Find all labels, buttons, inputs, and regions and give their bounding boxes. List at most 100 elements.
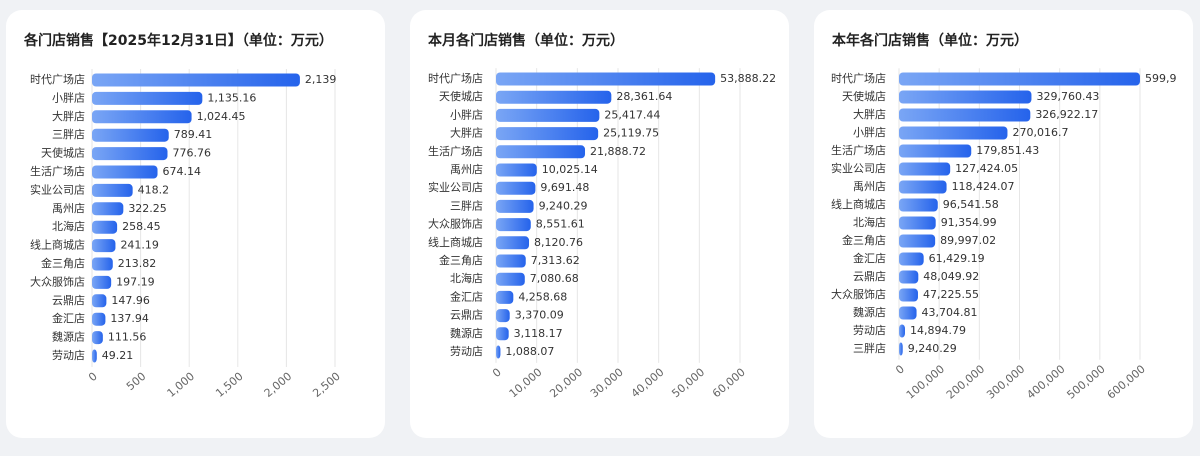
value-label: 258.45: [122, 220, 161, 233]
value-label: 47,225.55: [923, 288, 979, 301]
category-label: 魏源店: [450, 326, 483, 340]
bar: [496, 345, 501, 359]
category-label: 金三角店: [41, 256, 85, 270]
bar: [92, 183, 133, 197]
category-label: 魏源店: [853, 305, 886, 319]
category-label: 生活广场店: [831, 143, 886, 157]
category-label: 劳动店: [450, 344, 483, 358]
value-label: 418.2: [138, 183, 170, 196]
bar: [496, 272, 525, 286]
value-label: 147.96: [111, 294, 150, 307]
value-label: 3,370.09: [515, 309, 564, 322]
value-label: 8,120.76: [534, 236, 583, 249]
category-label: 生活广场店: [30, 164, 85, 178]
value-label: 1,088.07: [505, 345, 554, 358]
bar: [496, 127, 599, 141]
category-label: 天使城店: [41, 146, 85, 160]
category-label: 北海店: [853, 215, 886, 229]
bar: [899, 324, 905, 338]
bar: [92, 239, 116, 253]
category-label: 线上商城店: [30, 238, 85, 252]
bar: [899, 108, 1031, 122]
bar: [899, 180, 947, 194]
category-label: 禹州店: [450, 162, 483, 176]
value-label: 111.56: [108, 331, 146, 344]
bar: [92, 331, 103, 345]
category-label: 金汇店: [450, 289, 483, 303]
bar: [899, 144, 972, 158]
value-label: 28,361.64: [616, 90, 672, 103]
bar: [899, 72, 1140, 86]
value-label: 674.14: [163, 165, 202, 178]
category-label: 北海店: [52, 219, 85, 233]
bar: [496, 290, 514, 304]
bar: [899, 234, 936, 248]
value-label: 1,135.16: [207, 91, 256, 104]
value-label: 10,025.14: [542, 163, 598, 176]
category-label: 天使城店: [842, 89, 886, 103]
value-label: 53,888.22: [720, 72, 776, 85]
category-label: 实业公司店: [428, 180, 483, 194]
value-label: 25,119.75: [603, 127, 659, 140]
bar: [92, 349, 97, 363]
bar: [92, 147, 168, 161]
value-label: 329,760.43: [1036, 90, 1099, 103]
category-label: 生活广场店: [428, 144, 483, 158]
value-label: 7,080.68: [530, 272, 579, 285]
value-label: 14,894.79: [910, 324, 966, 337]
bar: [496, 181, 536, 195]
category-label: 金三角店: [842, 233, 886, 247]
value-label: 127,424.05: [955, 162, 1018, 175]
category-label: 大众服饰店: [428, 217, 483, 231]
value-label: 89,997.02: [940, 234, 996, 247]
chart-title: 本月各门店销售（单位：万元）: [428, 32, 624, 49]
category-label: 大胖店: [853, 107, 886, 121]
category-label: 实业公司店: [831, 161, 886, 175]
value-label: 25,417.44: [604, 108, 660, 121]
value-label: 9,240.29: [908, 342, 957, 355]
bar: [899, 90, 1032, 104]
value-label: 326,922.17: [1035, 108, 1098, 121]
category-label: 时代广场店: [428, 71, 483, 85]
value-label: 48,049.92: [923, 270, 979, 283]
bar: [92, 312, 106, 326]
value-label: 270,016.7: [1012, 126, 1068, 139]
bar: [496, 163, 537, 177]
category-label: 云鼎店: [450, 308, 483, 322]
chart-title: 本年各门店销售（单位：万元）: [832, 32, 1028, 49]
value-label: 21,888.72: [590, 145, 646, 158]
value-label: 49.21: [102, 349, 133, 362]
category-label: 三胖店: [52, 127, 85, 141]
category-label: 线上商城店: [831, 197, 886, 211]
category-label: 三胖店: [450, 198, 483, 212]
bar: [899, 288, 918, 302]
category-label: 魏源店: [52, 330, 85, 344]
bar: [496, 218, 531, 232]
value-label: 8,551.61: [536, 218, 585, 231]
bar: [92, 202, 124, 216]
category-label: 三胖店: [853, 341, 886, 355]
value-label: 599,9: [1145, 72, 1177, 85]
bar: [899, 162, 951, 176]
value-label: 197.19: [116, 275, 155, 288]
category-label: 小胖店: [853, 125, 886, 139]
bar: [92, 128, 169, 142]
category-label: 北海店: [450, 271, 483, 285]
value-label: 9,240.29: [539, 199, 588, 212]
bar: [92, 91, 203, 105]
value-label: 9,691.48: [540, 181, 589, 194]
bar: [92, 110, 192, 124]
value-label: 776.76: [173, 147, 212, 160]
value-label: 137.94: [110, 312, 149, 325]
bar: [92, 165, 158, 179]
category-label: 大胖店: [450, 126, 483, 140]
bar: [899, 306, 917, 320]
category-label: 大众服饰店: [30, 274, 85, 288]
bar: [496, 254, 526, 268]
category-label: 大胖店: [52, 109, 85, 123]
value-label: 1,024.45: [197, 110, 246, 123]
bar: [496, 90, 612, 104]
bar: [899, 252, 924, 266]
